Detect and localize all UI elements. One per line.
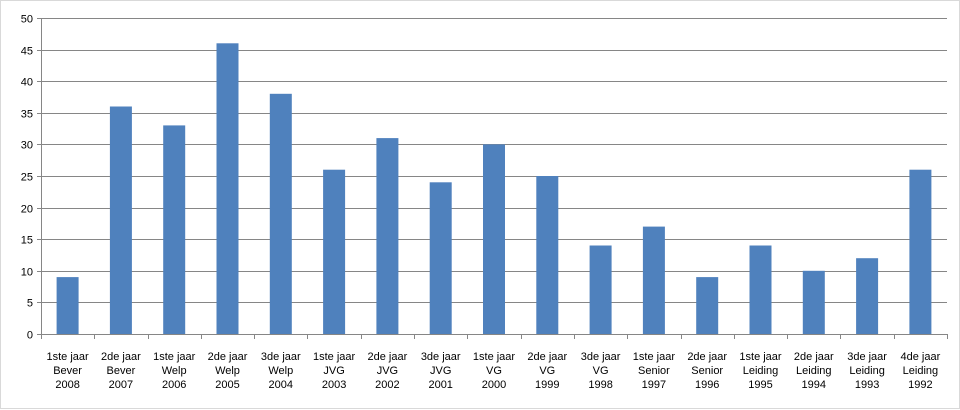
bar xyxy=(802,270,825,334)
bar xyxy=(642,226,665,334)
x-tick-label: 3de jaar Welp 2004 xyxy=(261,351,301,391)
x-tick-label: 1ste jaar VG 2000 xyxy=(473,351,516,391)
y-tick-label: 45 xyxy=(21,46,33,58)
y-tick-label: 30 xyxy=(21,140,33,152)
bar xyxy=(856,258,879,334)
x-tick-label: 1ste jaar Bever 2008 xyxy=(46,351,89,391)
bar xyxy=(483,144,505,334)
y-tick-labels: 0 5 10 15 20 25 30 35 40 45 50 xyxy=(21,14,33,342)
y-tick-label: 10 xyxy=(21,267,33,279)
x-tick-label: 2de jaar VG 1999 xyxy=(527,351,567,391)
x-tick-label: 2de jaar Leiding 1994 xyxy=(794,351,834,391)
bar xyxy=(589,245,612,334)
y-tick-label: 20 xyxy=(21,204,33,216)
bar xyxy=(376,138,399,334)
bar xyxy=(323,169,346,334)
y-tick-label: 15 xyxy=(21,235,33,247)
bar xyxy=(429,182,452,334)
bar xyxy=(216,43,239,335)
y-tick-label: 25 xyxy=(21,172,33,184)
bar xyxy=(909,169,932,334)
y-tick-label: 40 xyxy=(21,77,33,89)
bar xyxy=(696,277,719,334)
x-tick-labels: 1ste jaar Bever 2008 2de jaar Bever 2007 1ste … xyxy=(46,351,940,391)
y-tick-label: 5 xyxy=(27,298,33,310)
x-tick-label: 3de jaar VG 1998 xyxy=(581,351,621,391)
x-tick-label: 2de jaar Welp 2005 xyxy=(208,351,248,391)
axes xyxy=(37,18,948,339)
x-tick-label: 1ste jaar Leiding 1995 xyxy=(739,351,782,391)
bar xyxy=(536,176,559,334)
x-tick-label: 2de jaar Senior 1996 xyxy=(687,351,727,391)
x-tick-label: 3de jaar JVG 2001 xyxy=(421,351,461,391)
bar xyxy=(749,245,772,334)
y-tick-label: 35 xyxy=(21,109,33,121)
bars xyxy=(56,43,932,335)
x-tick-label: 2de jaar JVG 2002 xyxy=(368,351,408,391)
bar xyxy=(56,277,79,334)
y-tick-label: 0 xyxy=(27,330,33,342)
bar xyxy=(269,93,292,334)
bar xyxy=(109,106,132,334)
y-tick-label: 50 xyxy=(21,14,33,26)
x-tick-label: 1ste jaar Senior 1997 xyxy=(633,351,676,391)
bar xyxy=(163,125,186,335)
x-tick-label: 2de jaar Bever 2007 xyxy=(101,351,141,391)
x-tick-label: 4de jaar Leiding 1992 xyxy=(901,351,941,391)
x-tick-label: 1ste jaar JVG 2003 xyxy=(313,351,356,391)
x-tick-label: 3de jaar Leiding 1993 xyxy=(847,351,887,391)
x-tick-label: 1ste jaar Welp 2006 xyxy=(153,351,196,391)
